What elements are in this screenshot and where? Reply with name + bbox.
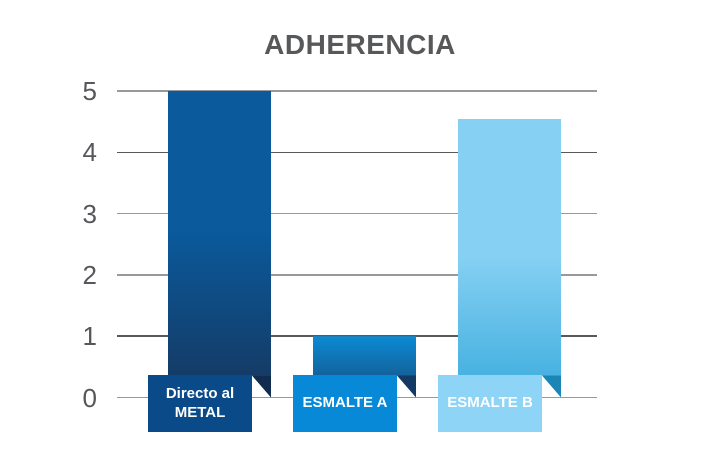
y-tick-label-5: 5: [82, 76, 97, 106]
bar-esmalte-b: [458, 118, 561, 398]
bar-label-esmalte-a-line-1: ESMALTE A: [302, 394, 388, 412]
gridline-3: [117, 212, 597, 215]
gridline-2: [117, 274, 597, 276]
gridline-4: [117, 151, 597, 154]
y-tick-label-0: 0: [82, 382, 97, 413]
ribbon-fold-esmalte-a: [397, 375, 416, 398]
y-tick-label-4: 4: [82, 137, 97, 168]
bar-label-esmalte-a: ESMALTE A: [293, 375, 397, 432]
ribbon-fold-directo-al-metal: [252, 375, 271, 398]
bar-directo-al-metal: [168, 91, 271, 398]
gridline-5: [117, 90, 597, 92]
bar-label-directo-al-metal: Directo al METAL: [148, 375, 252, 432]
ribbon-fold-esmalte-b: [542, 375, 561, 398]
bar-label-directo-al-metal-line-2: METAL: [174, 403, 226, 421]
bar-label-esmalte-b: ESMALTE B: [438, 375, 542, 432]
bar-label-directo-al-metal-line-1: Directo al: [165, 384, 235, 402]
bar-label-esmalte-b-line-1: ESMALTE B: [447, 394, 533, 412]
y-tick-label-2: 2: [82, 259, 97, 290]
y-tick-label-1: 1: [82, 321, 97, 352]
chart-title: ADHERENCIA: [264, 29, 456, 60]
y-tick-label-3: 3: [82, 198, 97, 229]
